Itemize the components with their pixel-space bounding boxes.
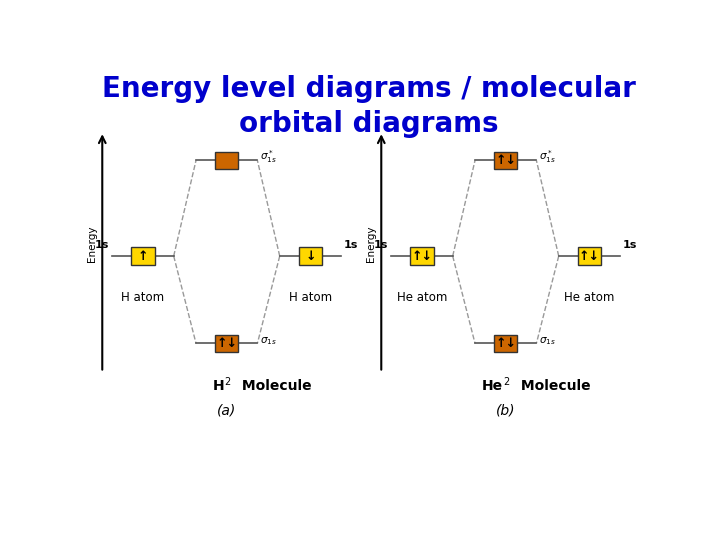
Text: ↑↓: ↑↓ bbox=[579, 249, 600, 262]
Text: Energy level diagrams / molecular
orbital diagrams: Energy level diagrams / molecular orbita… bbox=[102, 75, 636, 138]
Text: ↑↓: ↑↓ bbox=[216, 337, 237, 350]
Bar bbox=[215, 152, 238, 169]
Bar bbox=[577, 247, 601, 265]
Text: Energy: Energy bbox=[87, 225, 97, 262]
Text: H: H bbox=[212, 379, 224, 393]
Bar bbox=[494, 335, 518, 352]
Text: 1s: 1s bbox=[95, 240, 109, 250]
Text: Energy: Energy bbox=[366, 225, 377, 262]
Text: ↑↓: ↑↓ bbox=[495, 154, 516, 167]
Bar bbox=[494, 152, 518, 169]
Text: 1s: 1s bbox=[374, 240, 389, 250]
Text: $\sigma^*_{1s}$: $\sigma^*_{1s}$ bbox=[539, 148, 556, 165]
Text: ↓: ↓ bbox=[305, 249, 315, 262]
Text: $\sigma^*_{1s}$: $\sigma^*_{1s}$ bbox=[260, 148, 277, 165]
Bar bbox=[299, 247, 322, 265]
Text: 2: 2 bbox=[503, 377, 509, 388]
Text: He atom: He atom bbox=[564, 292, 615, 305]
Text: ↑: ↑ bbox=[138, 249, 148, 262]
Bar bbox=[131, 247, 155, 265]
Bar bbox=[215, 335, 238, 352]
Text: Molecule: Molecule bbox=[516, 379, 590, 393]
Text: H atom: H atom bbox=[289, 292, 332, 305]
Text: 2: 2 bbox=[224, 377, 230, 388]
Text: He: He bbox=[482, 379, 503, 393]
Text: $\sigma_{1s}$: $\sigma_{1s}$ bbox=[539, 335, 556, 347]
Bar bbox=[410, 247, 433, 265]
Text: 1s: 1s bbox=[623, 240, 637, 250]
Text: ↑↓: ↑↓ bbox=[412, 249, 433, 262]
Text: $\sigma_{1s}$: $\sigma_{1s}$ bbox=[260, 335, 277, 347]
Text: (b): (b) bbox=[496, 404, 516, 417]
Text: Molecule: Molecule bbox=[237, 379, 311, 393]
Text: H atom: H atom bbox=[122, 292, 165, 305]
Text: ↑↓: ↑↓ bbox=[495, 337, 516, 350]
Text: (a): (a) bbox=[217, 404, 236, 417]
Text: 1s: 1s bbox=[344, 240, 359, 250]
Text: He atom: He atom bbox=[397, 292, 447, 305]
